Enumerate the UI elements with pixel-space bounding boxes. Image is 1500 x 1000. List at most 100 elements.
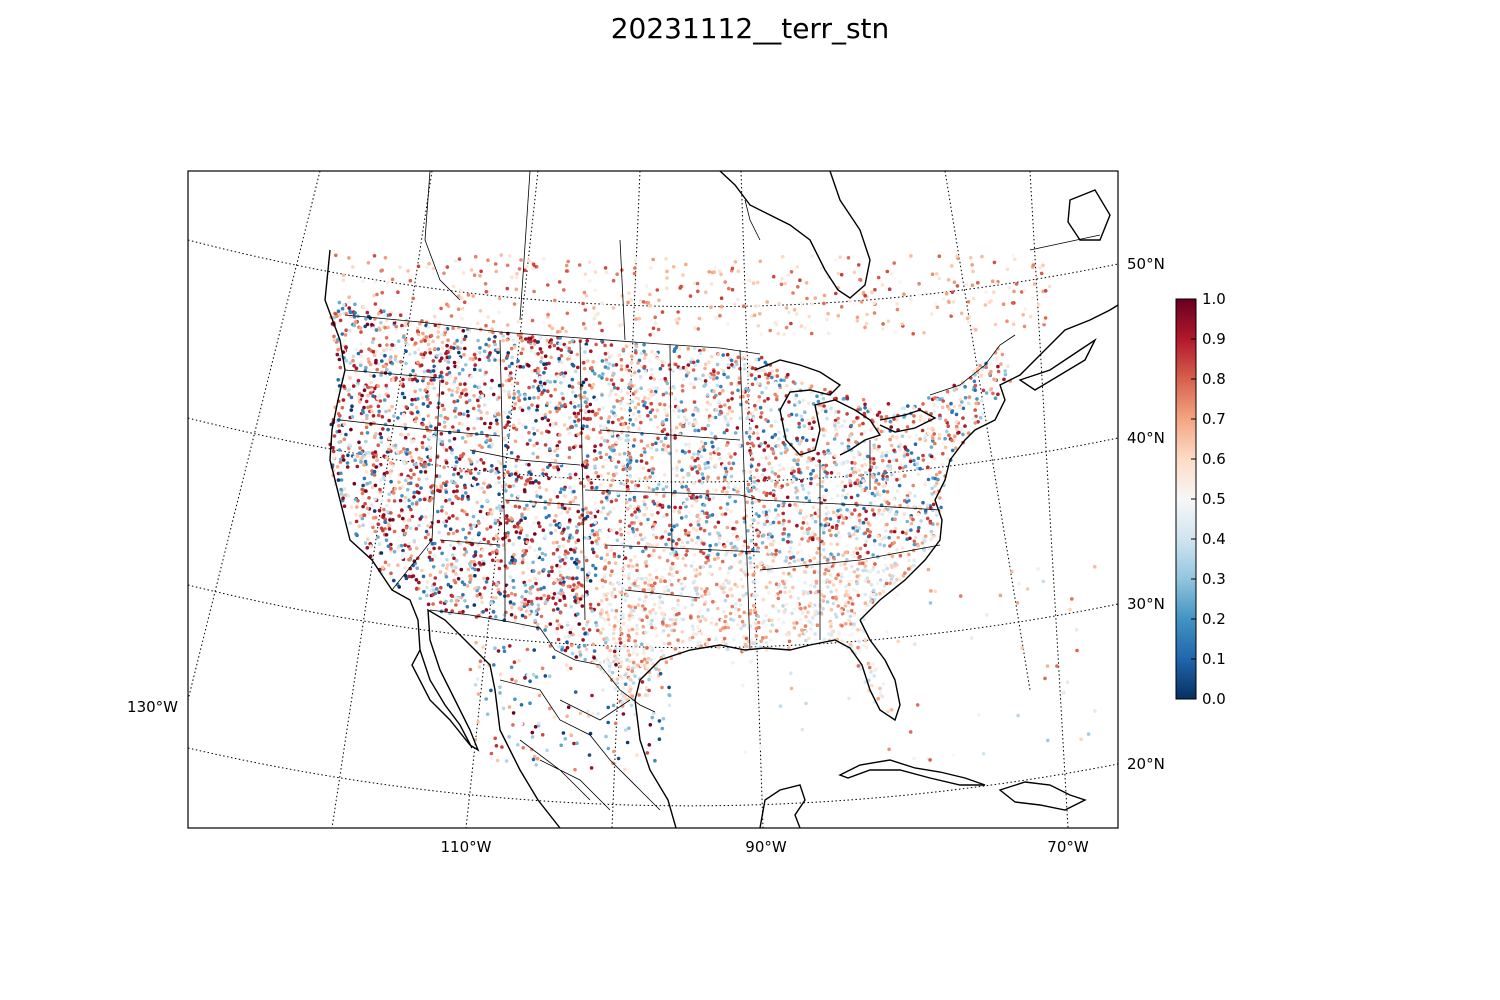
station-point bbox=[602, 575, 607, 579]
station-point bbox=[843, 484, 848, 489]
station-point bbox=[737, 376, 742, 381]
station-point bbox=[369, 503, 374, 507]
station-point bbox=[481, 515, 485, 519]
station-point bbox=[914, 433, 919, 438]
station-point bbox=[445, 343, 449, 348]
station-point bbox=[518, 393, 522, 397]
station-point bbox=[726, 570, 730, 575]
station-point bbox=[755, 548, 759, 552]
station-point bbox=[592, 649, 597, 653]
station-point bbox=[684, 484, 688, 489]
station-point bbox=[603, 579, 607, 584]
station-point bbox=[506, 415, 510, 420]
station-point bbox=[401, 528, 406, 533]
station-point bbox=[592, 532, 597, 537]
station-point bbox=[430, 496, 434, 501]
station-point bbox=[895, 577, 899, 582]
station-point bbox=[396, 548, 400, 553]
station-point bbox=[775, 374, 780, 378]
station-point bbox=[741, 593, 745, 598]
station-point bbox=[916, 512, 920, 516]
station-point bbox=[410, 337, 414, 342]
station-point bbox=[639, 351, 644, 356]
station-point bbox=[374, 465, 379, 469]
station-point bbox=[746, 493, 751, 498]
station-point bbox=[400, 508, 404, 512]
station-point bbox=[633, 510, 637, 514]
station-point bbox=[386, 427, 390, 432]
station-point bbox=[470, 538, 475, 542]
station-point bbox=[456, 471, 461, 476]
station-point bbox=[831, 601, 836, 606]
station-point bbox=[523, 482, 528, 487]
station-point bbox=[484, 370, 488, 375]
station-point bbox=[874, 478, 879, 483]
station-point bbox=[472, 476, 476, 480]
station-point bbox=[721, 639, 726, 644]
station-point bbox=[476, 568, 481, 572]
station-point bbox=[404, 576, 409, 581]
station-point bbox=[384, 533, 389, 537]
station-point bbox=[792, 559, 797, 563]
station-point bbox=[821, 396, 826, 401]
station-point bbox=[812, 570, 817, 574]
station-point bbox=[562, 423, 567, 427]
station-point bbox=[619, 481, 623, 486]
station-point bbox=[767, 550, 772, 554]
map-area[interactable] bbox=[188, 171, 1118, 828]
station-point bbox=[767, 571, 771, 575]
station-point bbox=[800, 611, 805, 615]
station-point bbox=[456, 365, 460, 370]
station-point bbox=[415, 566, 420, 570]
station-point bbox=[861, 397, 866, 402]
station-point bbox=[673, 647, 678, 651]
station-point bbox=[455, 399, 460, 403]
station-point bbox=[452, 379, 457, 384]
station-point bbox=[609, 548, 613, 552]
station-point bbox=[794, 621, 799, 625]
station-point bbox=[496, 544, 501, 549]
station-point bbox=[546, 465, 550, 470]
station-point bbox=[553, 379, 557, 384]
station-point bbox=[735, 426, 740, 430]
station-point bbox=[558, 573, 563, 578]
station-point bbox=[503, 425, 507, 430]
station-point bbox=[513, 402, 517, 406]
station-point bbox=[579, 481, 583, 485]
station-point bbox=[752, 485, 756, 490]
station-point bbox=[858, 667, 863, 672]
station-point bbox=[807, 456, 811, 460]
station-point bbox=[582, 643, 587, 648]
station-point bbox=[685, 497, 689, 502]
station-point bbox=[875, 489, 880, 494]
station-point bbox=[866, 579, 871, 584]
station-point bbox=[812, 420, 816, 424]
station-point bbox=[585, 404, 589, 409]
station-point bbox=[628, 689, 632, 694]
station-point bbox=[640, 604, 645, 608]
station-point bbox=[739, 577, 744, 582]
station-point bbox=[584, 647, 589, 652]
station-point bbox=[572, 489, 576, 494]
station-point bbox=[497, 492, 501, 497]
station-point bbox=[793, 502, 797, 507]
station-point bbox=[425, 580, 430, 584]
station-point bbox=[824, 488, 828, 493]
station-point bbox=[842, 639, 847, 644]
station-point bbox=[568, 518, 572, 522]
station-point bbox=[585, 397, 589, 402]
station-point bbox=[523, 393, 527, 397]
station-point bbox=[597, 407, 601, 412]
station-point bbox=[403, 531, 408, 536]
station-point bbox=[848, 614, 853, 619]
station-point bbox=[888, 544, 892, 548]
station-point bbox=[783, 450, 788, 455]
station-point bbox=[365, 310, 370, 315]
station-point bbox=[679, 579, 684, 584]
station-point bbox=[558, 336, 562, 340]
station-point bbox=[684, 553, 688, 557]
station-point bbox=[548, 622, 553, 626]
station-point bbox=[340, 405, 345, 410]
station-point bbox=[667, 523, 672, 528]
station-point bbox=[748, 470, 753, 474]
